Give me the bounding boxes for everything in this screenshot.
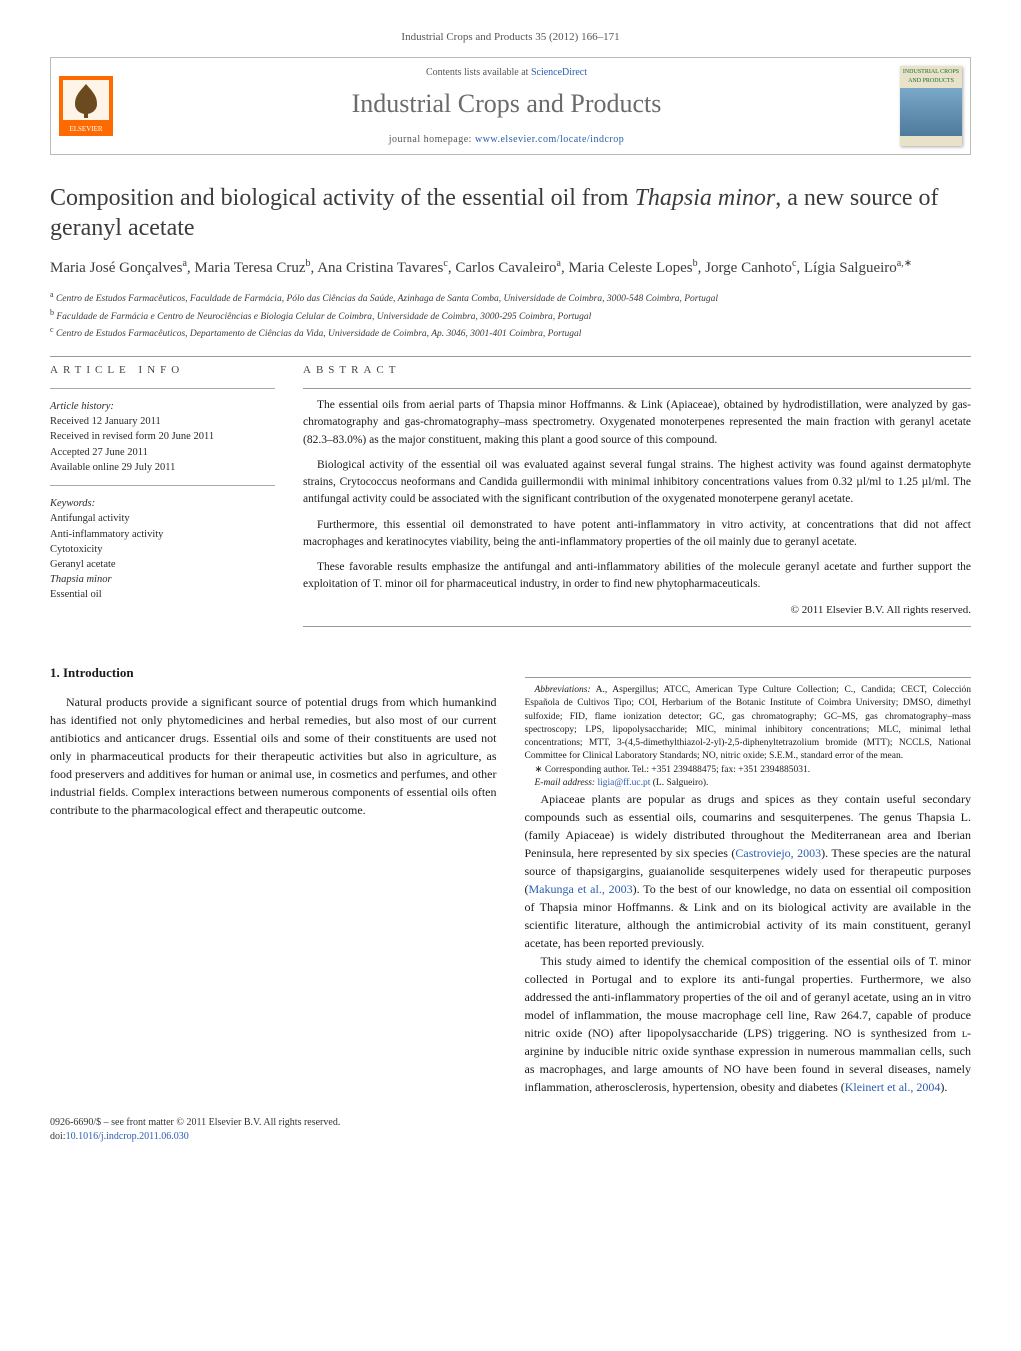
abstract-copyright: © 2011 Elsevier B.V. All rights reserved…	[303, 602, 971, 619]
article-title: Composition and biological activity of t…	[50, 183, 971, 243]
journal-header-box: ELSEVIER Contents lists available at Sci…	[50, 57, 971, 155]
intro-heading: 1. Introduction	[50, 663, 497, 683]
affiliation-line: b Faculdade de Farmácia e Centro de Neur…	[50, 307, 971, 324]
journal-cover-slot: INDUSTRIAL CROPS AND PRODUCTS	[892, 58, 970, 154]
elsevier-tree-icon: ELSEVIER	[59, 76, 113, 136]
keyword: Geranyl acetate	[50, 557, 275, 572]
history-line: Received 12 January 2011	[50, 414, 275, 429]
corresponding-author-footnote: ∗ Corresponding author. Tel.: +351 23948…	[525, 764, 972, 777]
article-info-heading: ARTICLE INFO	[50, 363, 275, 378]
journal-name: Industrial Crops and Products	[352, 86, 662, 122]
keyword: Cytotoxicity	[50, 542, 275, 557]
citation-link-kleinert-2004[interactable]: Kleinert et al., 2004	[845, 1080, 941, 1094]
p3-text-a: This study aimed to identify the chemica…	[525, 954, 972, 1094]
journal-homepage-line: journal homepage: www.elsevier.com/locat…	[389, 133, 624, 147]
citation-link-castroviejo-2003[interactable]: Castroviejo, 2003	[735, 846, 821, 860]
sciencedirect-link[interactable]: ScienceDirect	[531, 67, 587, 78]
email-label: E-mail address:	[535, 778, 598, 788]
intro-para-2: Apiaceae plants are popular as drugs and…	[525, 790, 972, 952]
abstract-paragraph: These favorable results emphasize the an…	[303, 559, 971, 594]
availability-prefix: Contents lists available at	[426, 67, 531, 78]
article-history-label: Article history:	[50, 399, 275, 414]
abstract-paragraph: The essential oils from aerial parts of …	[303, 397, 971, 449]
footnotes-block: Abbreviations: A., Aspergillus; ATCC, Am…	[525, 677, 972, 790]
doi-label: doi:	[50, 1131, 66, 1142]
intro-para-3: This study aimed to identify the chemica…	[525, 952, 972, 1096]
keyword: Antifungal activity	[50, 511, 275, 526]
history-line: Received in revised form 20 June 2011	[50, 429, 275, 444]
keyword: Thapsia minor	[50, 572, 275, 587]
citation-link-makunga-2003[interactable]: Makunga et al., 2003	[529, 882, 633, 896]
cover-title-strip: INDUSTRIAL CROPS AND PRODUCTS	[900, 66, 962, 88]
article-info-column: ARTICLE INFO Article history: Received 1…	[50, 363, 275, 627]
title-pre: Composition and biological activity of t…	[50, 185, 635, 211]
abbreviations-text: A., Aspergillus; ATCC, American Type Cul…	[525, 685, 972, 761]
p3-text-b: ).	[940, 1080, 947, 1094]
front-matter-footer: 0926-6690/$ – see front matter © 2011 El…	[50, 1116, 971, 1144]
abbreviations-footnote: Abbreviations: A., Aspergillus; ATCC, Am…	[525, 684, 972, 764]
meta-abstract-row: ARTICLE INFO Article history: Received 1…	[50, 363, 971, 627]
email-tail: (L. Salgueiro).	[650, 778, 708, 788]
abstract-heading: ABSTRACT	[303, 363, 971, 378]
doi-link[interactable]: 10.1016/j.indcrop.2011.06.030	[66, 1131, 189, 1142]
affiliations: a Centro de Estudos Farmacêuticos, Facul…	[50, 289, 971, 341]
homepage-prefix: journal homepage:	[389, 134, 475, 145]
keywords-label: Keywords:	[50, 496, 275, 511]
availability-line: Contents lists available at ScienceDirec…	[426, 66, 587, 80]
issn-copyright-line: 0926-6690/$ – see front matter © 2011 El…	[50, 1116, 971, 1130]
keyword: Anti-inflammatory activity	[50, 527, 275, 542]
journal-cover-thumbnail: INDUSTRIAL CROPS AND PRODUCTS	[900, 66, 962, 146]
abbreviations-label: Abbreviations:	[535, 685, 591, 695]
intro-para-1: Natural products provide a significant s…	[50, 693, 497, 819]
journal-homepage-link[interactable]: www.elsevier.com/locate/indcrop	[475, 134, 624, 145]
title-italic-species: Thapsia minor	[635, 185, 776, 211]
keywords-block: Keywords: Antifungal activityAnti-inflam…	[50, 496, 275, 603]
abstract-column: ABSTRACT The essential oils from aerial …	[303, 363, 971, 627]
history-line: Accepted 27 June 2011	[50, 445, 275, 460]
doi-line: doi:10.1016/j.indcrop.2011.06.030	[50, 1130, 971, 1144]
publisher-logo-slot: ELSEVIER	[51, 58, 121, 154]
abstract-paragraph: Biological activity of the essential oil…	[303, 457, 971, 509]
svg-text:ELSEVIER: ELSEVIER	[69, 125, 102, 133]
affiliation-line: a Centro de Estudos Farmacêuticos, Facul…	[50, 289, 971, 306]
corresponding-email-link[interactable]: ligia@ff.uc.pt	[597, 778, 650, 788]
email-footnote: E-mail address: ligia@ff.uc.pt (L. Salgu…	[525, 777, 972, 790]
article-body: 1. Introduction Natural products provide…	[50, 663, 971, 1096]
journal-header-center: Contents lists available at ScienceDirec…	[121, 58, 892, 154]
article-history-block: Article history: Received 12 January 201…	[50, 399, 275, 475]
divider	[50, 356, 971, 357]
abstract-paragraph: Furthermore, this essential oil demonstr…	[303, 517, 971, 552]
keyword: Essential oil	[50, 587, 275, 602]
affiliation-line: c Centro de Estudos Farmacêuticos, Depar…	[50, 324, 971, 341]
history-line: Available online 29 July 2011	[50, 460, 275, 475]
running-header: Industrial Crops and Products 35 (2012) …	[50, 30, 971, 45]
author-list: Maria José Gonçalvesa, Maria Teresa Cruz…	[50, 257, 971, 279]
